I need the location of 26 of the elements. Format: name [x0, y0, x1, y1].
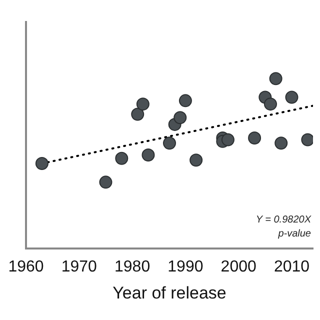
- point: [174, 111, 187, 124]
- point: [99, 176, 112, 189]
- x-tick-label: 1970: [61, 258, 98, 276]
- point: [163, 136, 176, 150]
- x-tick-label: 2000: [220, 258, 256, 276]
- point: [131, 108, 144, 121]
- point: [285, 90, 298, 104]
- point: [190, 154, 203, 167]
- x-tick-label: 1960: [8, 258, 44, 276]
- point: [248, 132, 262, 145]
- x-tick-label: 2010: [274, 258, 310, 276]
- point: [264, 98, 277, 111]
- point: [178, 94, 192, 108]
- point: [142, 148, 155, 162]
- annotation: Y = 0.9820X: [256, 214, 312, 226]
- point: [115, 152, 128, 165]
- point: [301, 133, 313, 146]
- point: [221, 133, 234, 146]
- x-axis-title: Year of release: [112, 283, 226, 302]
- point: [269, 72, 282, 86]
- x-tick-label: 1990: [168, 258, 204, 276]
- annotation: p-value: [277, 228, 312, 240]
- point: [136, 98, 150, 111]
- point: [274, 136, 288, 150]
- x-tick-label: 1980: [114, 258, 150, 276]
- point: [35, 157, 48, 170]
